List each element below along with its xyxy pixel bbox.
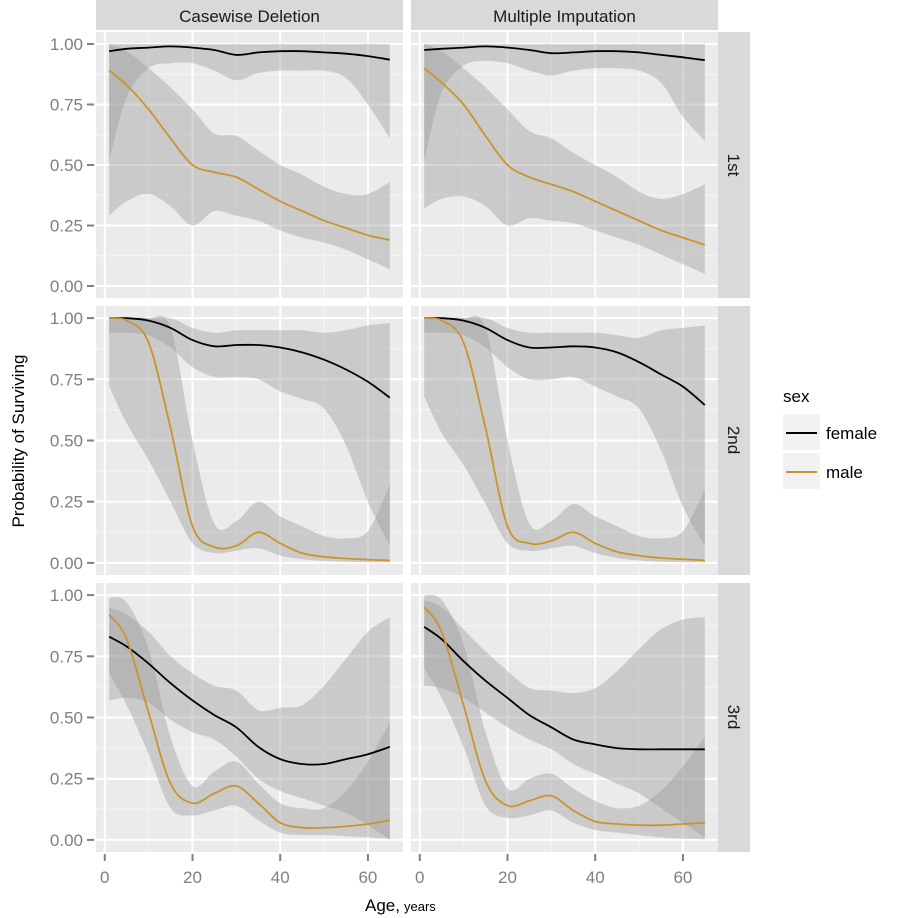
confidence-band-female (424, 600, 705, 838)
legend-title: sex (783, 387, 810, 406)
panel-1-1 (411, 306, 718, 575)
x-tick-label: 20 (498, 868, 517, 887)
y-tick-label: 0.00 (50, 554, 83, 573)
y-tick-label: 0.50 (50, 709, 83, 728)
series-line-female (109, 317, 391, 399)
strip-col-0-bg (96, 0, 403, 30)
strip-row-0-bg (718, 32, 750, 298)
x-tick-label: 40 (586, 868, 605, 887)
panel-2-1 (411, 583, 718, 852)
series-line-male (108, 614, 390, 830)
panel-0-0 (96, 32, 403, 298)
confidence-band-female (109, 607, 390, 840)
confidence-band-female (424, 317, 705, 546)
series-line-male (424, 317, 705, 562)
series-line-female (424, 317, 706, 406)
x-tick-label: 60 (358, 868, 377, 887)
series-line-female (109, 45, 390, 61)
y-tick-label: 0.75 (50, 370, 83, 389)
strip-row-0-label: 1st (724, 154, 743, 177)
confidence-band-male (109, 597, 390, 839)
confidence-band-male (424, 315, 705, 563)
y-tick-label: 0.25 (50, 217, 83, 236)
strip-col-1-bg (411, 0, 718, 30)
strip-col-0-label: Casewise Deletion (179, 7, 320, 26)
y-tick-label: 0.75 (50, 647, 83, 666)
y-axes-group: 0.00 0.25 0.50 0.75 1.00 0.00 0.25 0.50 0.75 1.00… (50, 35, 94, 850)
series-line-female (424, 45, 705, 62)
panel-0-1 (411, 32, 718, 298)
strip-row-2-bg (718, 583, 750, 852)
strip-row-2-label: 3rd (724, 705, 743, 730)
x-axes-group: 0 20 40 60 0 20 40 60 (100, 854, 692, 887)
confidence-band-female (109, 317, 390, 546)
confidence-band-male (109, 315, 390, 563)
panel-1-0 (96, 306, 403, 575)
series-line-female (423, 626, 705, 751)
series-line-male (423, 67, 706, 246)
legend: sex female male (783, 387, 877, 489)
y-tick-label: 1.00 (50, 35, 83, 54)
strip-row-1-bg (718, 306, 750, 575)
y-tick-label: 0.25 (50, 493, 83, 512)
x-tick-label: 0 (415, 868, 424, 887)
confidence-band-male (424, 44, 705, 274)
panels-group (96, 32, 718, 852)
series-line-male (109, 317, 390, 562)
series-line-male (423, 606, 705, 827)
y-tick-label: 0.00 (50, 277, 83, 296)
y-axis-title: Probability of Surviving (9, 355, 28, 528)
y-tick-label: 0.75 (50, 95, 83, 114)
strip-row-1-label: 2nd (724, 426, 743, 454)
x-axis-title: Age, (365, 896, 400, 915)
confidence-band-male (109, 44, 390, 270)
series-line-male (108, 69, 390, 241)
y-tick-label: 0.50 (50, 432, 83, 451)
x-tick-label: 20 (183, 868, 202, 887)
x-axis-title-unit: years (404, 899, 436, 914)
confidence-band-male (424, 594, 705, 840)
y-tick-label: 0.50 (50, 156, 83, 175)
confidence-band-female (424, 44, 705, 161)
legend-label-female: female (826, 424, 877, 443)
y-tick-label: 1.00 (50, 586, 83, 605)
y-tick-label: 1.00 (50, 309, 83, 328)
strip-col-1-label: Multiple Imputation (493, 7, 636, 26)
x-tick-label: 40 (271, 868, 290, 887)
y-tick-label: 0.00 (50, 831, 83, 850)
x-tick-label: 0 (100, 868, 109, 887)
y-tick-label: 0.25 (50, 770, 83, 789)
legend-label-male: male (826, 463, 863, 482)
panel-2-0 (96, 583, 403, 852)
x-tick-label: 60 (673, 868, 692, 887)
series-line-female (108, 635, 391, 766)
